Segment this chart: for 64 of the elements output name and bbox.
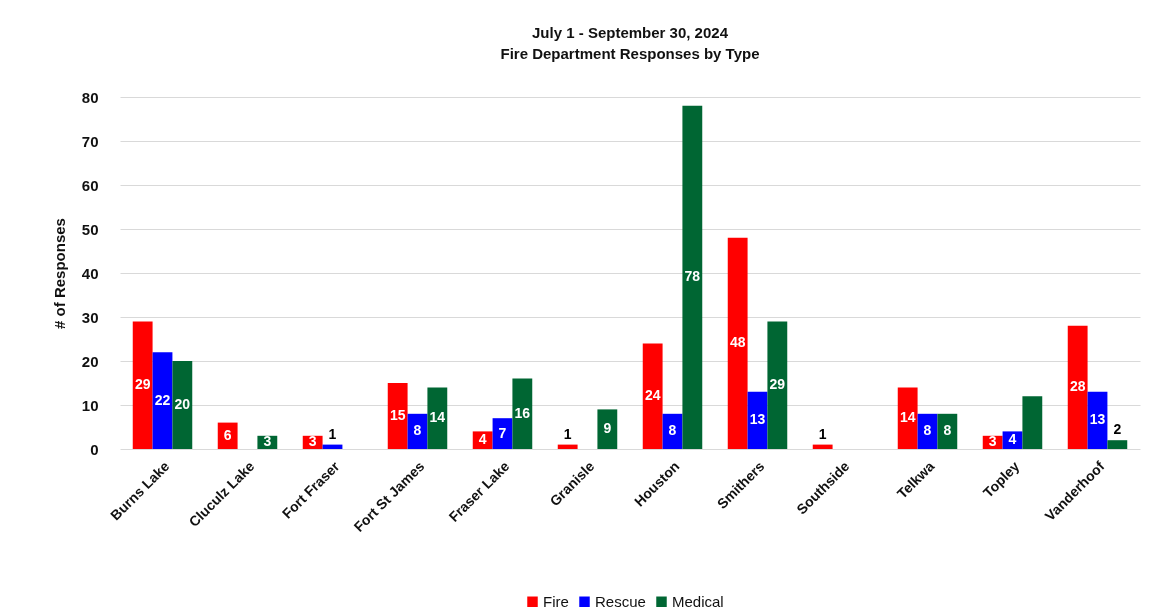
bar xyxy=(597,409,618,449)
bar xyxy=(767,321,788,449)
chart-title: July 1 - September 30, 2024 xyxy=(532,24,729,41)
data-label: 29 xyxy=(769,376,786,393)
y-axis-title: # of Responses xyxy=(50,218,68,329)
bar xyxy=(1022,396,1043,449)
data-label: 7 xyxy=(498,424,507,441)
bar xyxy=(812,444,833,449)
bar xyxy=(427,387,448,449)
y-tick-label: 50 xyxy=(81,220,99,238)
chart-subtitle: Fire Department Responses by Type xyxy=(500,45,760,62)
data-label: 16 xyxy=(514,404,531,421)
data-label: 3 xyxy=(263,433,272,450)
data-label: 8 xyxy=(413,422,422,439)
data-label: 13 xyxy=(1089,411,1106,428)
bar xyxy=(172,361,193,449)
y-tick-label: 10 xyxy=(81,396,99,414)
data-label: 15 xyxy=(389,407,406,423)
data-label: 78 xyxy=(684,268,701,285)
data-label: 14 xyxy=(429,409,446,426)
data-label: 8 xyxy=(923,422,932,439)
data-label: 4 xyxy=(1008,431,1017,448)
y-tick-label: 0 xyxy=(90,440,99,458)
data-label: 8 xyxy=(943,422,952,439)
bar xyxy=(727,237,748,449)
data-label: 14 xyxy=(899,409,916,426)
y-tick-label: 70 xyxy=(81,132,99,150)
data-label: 6 xyxy=(223,426,232,443)
bar xyxy=(682,105,703,449)
data-label: 28 xyxy=(1069,378,1086,395)
data-label: 1 xyxy=(563,425,572,442)
bar xyxy=(897,387,918,449)
data-label: 20 xyxy=(174,396,191,412)
data-label: 3 xyxy=(988,433,997,450)
bar xyxy=(557,444,578,449)
legend-label: Fire xyxy=(543,592,569,610)
bar xyxy=(492,418,513,449)
bar xyxy=(937,413,958,449)
data-label: 9 xyxy=(603,420,612,437)
bar xyxy=(1067,325,1088,449)
bar xyxy=(642,343,663,449)
bar xyxy=(387,383,408,449)
bar xyxy=(1107,440,1128,449)
data-label: 24 xyxy=(644,387,661,404)
bar xyxy=(512,378,533,449)
data-label: 29 xyxy=(134,376,151,393)
y-tick-label: 60 xyxy=(81,176,99,194)
y-tick-label: 30 xyxy=(81,308,99,326)
data-label: 22 xyxy=(154,391,171,408)
y-tick-label: 20 xyxy=(81,352,99,370)
data-label: 48 xyxy=(729,334,746,351)
data-label: 13 xyxy=(749,411,766,428)
data-label: 4 xyxy=(478,431,487,448)
bar xyxy=(152,352,173,449)
data-label: 8 xyxy=(668,422,677,439)
y-tick-label: 80 xyxy=(81,88,99,106)
y-tick-label: 40 xyxy=(81,264,99,282)
data-label: 1 xyxy=(328,425,337,442)
legend-label: Rescue xyxy=(595,592,646,610)
bar xyxy=(132,321,153,449)
legend-label: Medical xyxy=(672,592,724,610)
data-label: 3 xyxy=(308,433,317,450)
data-label: 2 xyxy=(1113,421,1122,438)
data-label: 1 xyxy=(818,425,827,442)
